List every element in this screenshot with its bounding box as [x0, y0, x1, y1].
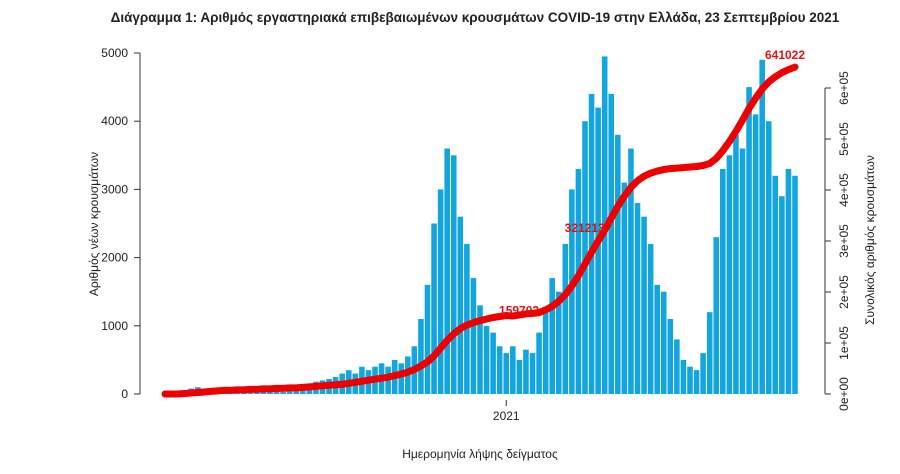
- bar: [418, 318, 424, 394]
- bar: [693, 370, 700, 394]
- y2-tick-label: 2e+05: [837, 275, 851, 309]
- bar: [457, 216, 464, 394]
- y-tick-label: 5000: [101, 46, 128, 60]
- bar: [706, 312, 713, 394]
- bar: [759, 59, 765, 394]
- bar: [516, 359, 523, 394]
- bar: [595, 107, 601, 394]
- bar: [726, 155, 733, 394]
- y-tick-label: 3000: [101, 182, 128, 196]
- bar: [510, 346, 516, 394]
- bar: [641, 216, 647, 394]
- y2-tick-label: 0e+00: [837, 377, 851, 411]
- bar: [464, 243, 470, 394]
- bar: [431, 223, 437, 394]
- bar: [667, 318, 674, 394]
- bar: [503, 353, 510, 394]
- bar: [647, 243, 654, 394]
- bar: [752, 114, 759, 394]
- cumulative-line-group: 159702 321213 641022: [161, 48, 805, 398]
- bar: [260, 391, 267, 394]
- bar: [680, 359, 687, 394]
- bar: [792, 175, 798, 394]
- bar: [779, 196, 785, 394]
- y-tick-label: 2000: [101, 251, 128, 265]
- bar: [247, 392, 254, 394]
- bar: [240, 392, 247, 394]
- y2-tick-label: 6e+05: [837, 71, 851, 105]
- bar: [733, 134, 739, 394]
- bar: [660, 291, 667, 394]
- bar: [424, 284, 431, 394]
- bar: [496, 346, 503, 394]
- x-axis-label: Ημερομηνία λήψης δείγματος: [402, 447, 558, 461]
- bar: [713, 237, 720, 394]
- annotation-label: 159702: [499, 304, 539, 318]
- bar: [490, 332, 496, 394]
- bar: [746, 87, 752, 394]
- y-tick-label: 0: [121, 387, 128, 401]
- x-tick-label: 2021: [493, 409, 520, 423]
- bar: [628, 148, 634, 394]
- y2-tick-label: 5e+05: [837, 122, 851, 156]
- bar: [549, 278, 555, 394]
- bar: [700, 353, 706, 394]
- bar: [437, 189, 444, 394]
- bar: [273, 390, 280, 394]
- chart-title: Διάγραμμα 1: Αριθμός εργαστηριακά επιβεβ…: [111, 10, 840, 25]
- bar: [608, 93, 615, 395]
- bar: [720, 168, 726, 394]
- y2-tick-label: 4e+05: [837, 173, 851, 207]
- bar: [542, 312, 549, 394]
- axes-group: 0 1000 2000 3000 4000 5000 0e+00 1e+05 2e+05 3e+0…: [101, 46, 851, 423]
- bar: [267, 391, 273, 394]
- bar: [674, 339, 680, 394]
- bars-group: [175, 56, 798, 395]
- bar: [398, 363, 405, 394]
- bar: [555, 291, 562, 394]
- bar: [477, 305, 483, 394]
- bar: [562, 243, 569, 394]
- y2-tick-label: 1e+05: [837, 326, 851, 360]
- bar: [444, 148, 450, 394]
- y-tick-label: 4000: [101, 114, 128, 128]
- cumulative-cases-line: [161, 63, 799, 398]
- bar: [529, 353, 536, 394]
- bar: [765, 121, 772, 394]
- bar: [785, 168, 792, 394]
- bar: [772, 175, 779, 394]
- bar: [483, 325, 490, 394]
- bar: [654, 284, 660, 394]
- bar: [470, 278, 477, 394]
- bar: [286, 389, 293, 394]
- bar: [615, 134, 621, 394]
- annotation-label: 641022: [765, 48, 805, 62]
- bar: [634, 203, 641, 394]
- bar: [687, 366, 693, 394]
- bar: [523, 349, 529, 394]
- y2-tick-label: 3e+05: [837, 224, 851, 258]
- y2-axis-label: Συνολικός αριθμός κρουσμάτων: [863, 155, 877, 325]
- bar: [621, 182, 628, 394]
- y-axis-label: Αριθμός νέων κρουσμάτων: [87, 152, 101, 296]
- bar: [450, 155, 457, 394]
- bar: [280, 391, 286, 394]
- bar: [254, 392, 260, 394]
- bar: [234, 393, 240, 394]
- y-tick-label: 1000: [101, 319, 128, 333]
- bar: [588, 93, 595, 395]
- annotation-label: 321213: [565, 221, 605, 235]
- bar: [536, 332, 542, 394]
- bar: [739, 148, 746, 394]
